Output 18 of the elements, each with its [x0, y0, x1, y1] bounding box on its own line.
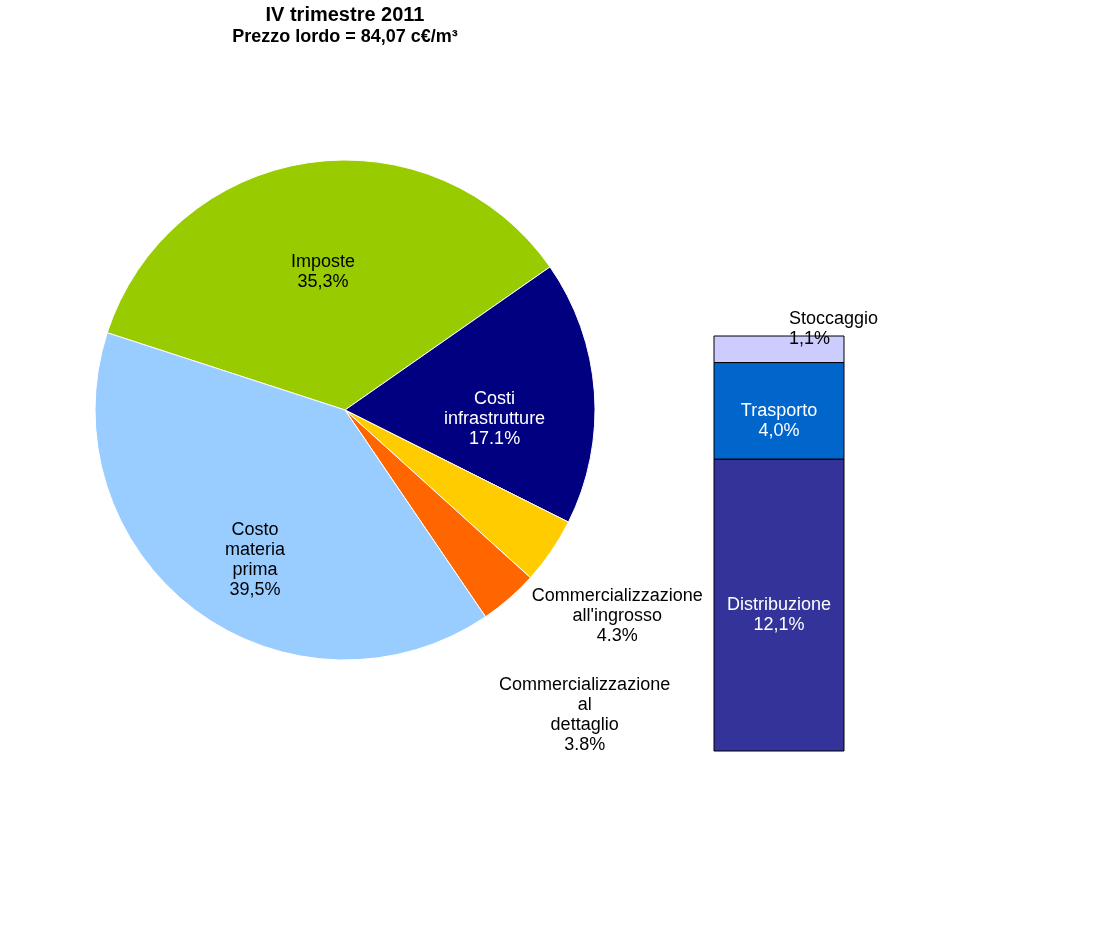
- series-label: Distribuzione: [726, 594, 832, 615]
- data-label: 17.1%: [469, 428, 521, 449]
- data-label: 4,0%: [758, 419, 800, 440]
- slice-label: Imposte: [290, 250, 355, 271]
- slice-label: Commercializzazione all'ingrosso: [531, 585, 703, 626]
- data-label: 1,1%: [789, 328, 831, 348]
- series-label: Stoccaggio: [789, 308, 879, 328]
- data-label: 4.3%: [596, 625, 638, 646]
- slice-label: Costo materia prima: [224, 518, 286, 579]
- slice-label: Commercializzazione al dettaglio: [499, 674, 671, 735]
- chart-title: IV trimestre 2011: [265, 3, 425, 25]
- slice-label: Costi infrastrutture: [444, 388, 546, 429]
- data-label: 3.8%: [564, 734, 606, 755]
- data-label: 39,5%: [229, 578, 281, 599]
- data-label: 12,1%: [753, 614, 805, 635]
- data-label: 35,3%: [297, 270, 349, 291]
- chart-subtitle: Prezzo lordo = 84,07 c€/m³: [232, 26, 458, 46]
- series-label: Trasporto: [740, 399, 818, 420]
